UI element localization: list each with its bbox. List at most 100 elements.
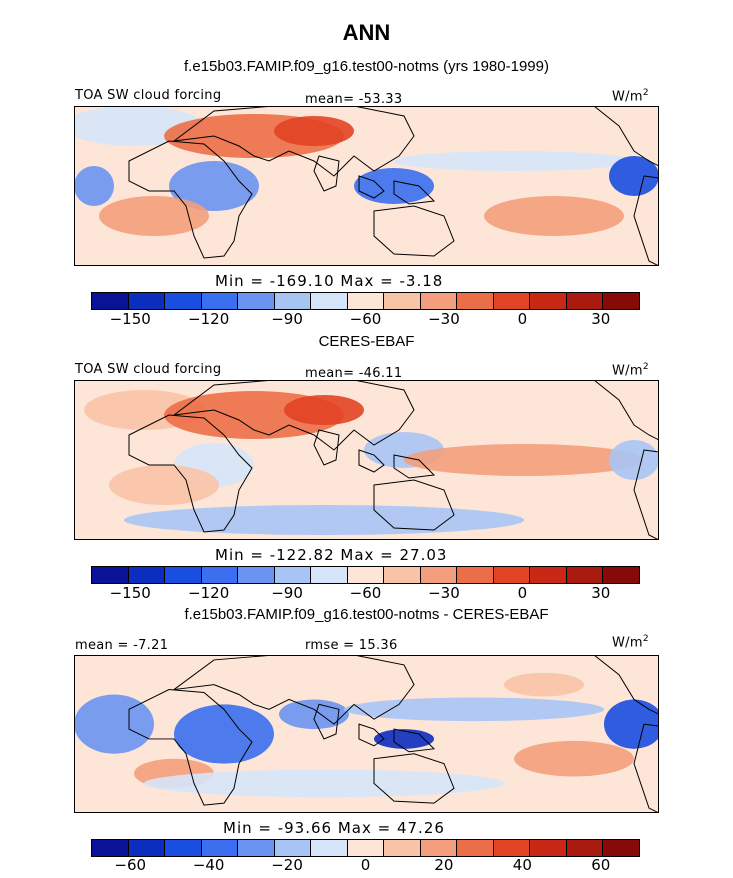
coastline: [128, 414, 253, 533]
contour-region: [514, 740, 634, 777]
colorbar-swatch: [530, 293, 567, 309]
colorbar-tick-label: −60: [114, 856, 147, 874]
colorbar-tick-label: 0: [517, 310, 528, 328]
diff-subtitle: f.e15b03.FAMIP.f09_g16.test00-notms - CE…: [184, 606, 549, 623]
panel1-units: W/m2: [612, 88, 649, 105]
colorbar-tick-label: −90: [271, 310, 303, 328]
panel2-field-label: TOA SW cloud forcing: [75, 362, 222, 377]
coastline: [313, 429, 340, 466]
colorbar-swatch: [165, 293, 202, 309]
colorbar-swatch: [201, 293, 239, 309]
contour-region: [124, 505, 524, 535]
panel3-units: W/m2: [612, 634, 649, 651]
panel1-field-label: TOA SW cloud forcing: [75, 88, 222, 103]
colorbar-swatch: [603, 840, 639, 856]
contour-region: [374, 729, 434, 749]
colorbar-swatch: [165, 840, 202, 856]
colorbar-swatch: [347, 293, 385, 309]
coastline: [373, 479, 455, 531]
colorbar-swatch: [165, 567, 202, 583]
colorbar-tick-label: −90: [271, 584, 303, 602]
colorbar-swatch: [347, 840, 385, 856]
coastline: [172, 655, 415, 725]
contour-region: [74, 166, 114, 206]
colorbar-swatch: [457, 567, 494, 583]
colorbar-swatch: [274, 293, 312, 309]
colorbar-tick-label: 30: [591, 584, 611, 602]
colorbar-swatch: [238, 567, 275, 583]
contour-region: [109, 465, 219, 505]
contour-region: [609, 440, 659, 480]
panel2-map: [74, 380, 659, 540]
contour-region: [404, 444, 644, 476]
coastline: [633, 723, 659, 813]
panel3-colorbar: [91, 839, 640, 857]
colorbar-swatch: [201, 567, 239, 583]
contour-region: [604, 699, 659, 749]
colorbar-swatch: [566, 567, 604, 583]
panel3-minmax: Min = -93.66 Max = 47.26: [223, 819, 445, 837]
contour-region: [484, 398, 604, 422]
colorbar-swatch: [457, 293, 494, 309]
colorbar-swatch: [128, 293, 166, 309]
colorbar-tick-label: −150: [109, 584, 151, 602]
colorbar-swatch: [384, 567, 421, 583]
coastline: [358, 449, 385, 473]
colorbar-swatch: [566, 293, 604, 309]
colorbar-swatch: [128, 567, 166, 583]
case-subtitle: f.e15b03.FAMIP.f09_g16.test00-notms (yrs…: [184, 58, 549, 75]
contour-region: [609, 156, 659, 196]
coastline: [313, 703, 340, 740]
panel2-mean-label: mean= -46.11: [305, 366, 403, 381]
coastline: [373, 753, 455, 804]
colorbar-swatch: [493, 293, 531, 309]
colorbar-swatch: [128, 840, 166, 856]
colorbar-tick-label: 0: [517, 584, 528, 602]
colorbar-swatch: [347, 567, 385, 583]
panel1-mean-label: mean= -53.33: [305, 92, 403, 107]
colorbar-swatch: [274, 840, 312, 856]
colorbar-tick-label: −60: [349, 310, 382, 328]
contour-region: [504, 672, 584, 697]
colorbar-tick-label: −40: [192, 856, 225, 874]
contour-region: [344, 697, 604, 722]
colorbar-swatch: [603, 567, 639, 583]
coastline: [393, 180, 436, 205]
colorbar-swatch: [566, 840, 604, 856]
colorbar-tick-label: 60: [591, 856, 611, 874]
colorbar-tick-label: −60: [349, 584, 382, 602]
contour-region: [279, 699, 349, 730]
coastline: [358, 723, 385, 747]
coastline: [172, 380, 415, 451]
colorbar-tick-label: −120: [188, 310, 230, 328]
obs-subtitle: CERES-EBAF: [318, 333, 415, 350]
contour-region: [414, 114, 534, 138]
contour-region: [144, 769, 504, 798]
colorbar-swatch: [201, 840, 239, 856]
colorbar-swatch: [238, 840, 275, 856]
colorbar-swatch: [420, 567, 458, 583]
contour-region: [274, 116, 354, 146]
colorbar-swatch: [530, 567, 567, 583]
coastline: [373, 205, 455, 257]
map-frame: [74, 655, 659, 813]
colorbar-swatch: [530, 840, 567, 856]
colorbar-swatch: [493, 840, 531, 856]
colorbar-tick-label: −20: [271, 856, 303, 874]
coastline: [393, 454, 436, 479]
colorbar-tick-label: 30: [591, 310, 611, 328]
page-title: ANN: [342, 20, 391, 45]
contour-region: [99, 196, 209, 236]
contour-region: [284, 395, 364, 425]
colorbar-tick-label: −150: [109, 310, 151, 328]
panel3-mean-label: mean = -7.21: [75, 638, 169, 653]
colorbar-swatch: [493, 567, 531, 583]
coastline: [633, 175, 659, 266]
coastline: [593, 106, 659, 167]
coastline: [633, 449, 659, 540]
colorbar-swatch: [92, 840, 129, 856]
panel3-map: [74, 655, 659, 813]
colorbar-swatch: [457, 840, 494, 856]
colorbar-swatch: [311, 840, 348, 856]
colorbar-swatch: [384, 840, 421, 856]
